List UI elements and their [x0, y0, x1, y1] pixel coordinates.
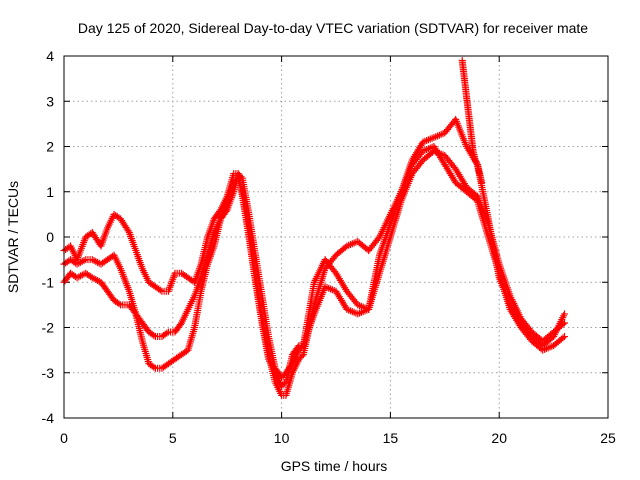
x-tick-label: 20 — [491, 430, 507, 446]
x-axis-label: GPS time / hours — [281, 458, 388, 474]
x-tick-label: 25 — [600, 430, 616, 446]
x-tick-label: 0 — [60, 430, 68, 446]
y-tick-label: -4 — [42, 410, 55, 426]
data-marks — [60, 57, 568, 399]
x-tick-labels: 0 5 10 15 20 25 — [60, 430, 616, 446]
plus-markers — [60, 143, 568, 399]
y-tick-label: 0 — [46, 229, 54, 245]
series-track-c — [60, 115, 568, 390]
y-tick-label: -1 — [42, 274, 55, 290]
series-track-a — [60, 143, 568, 399]
y-tick-label: 4 — [46, 48, 54, 64]
series-track-b — [60, 147, 568, 381]
y-tick-label: -2 — [42, 320, 55, 336]
plus-markers — [60, 147, 568, 381]
series-spike — [458, 57, 486, 187]
x-tick-label: 15 — [383, 430, 399, 446]
y-tick-label: 3 — [46, 93, 54, 109]
y-tick-labels: -4 -3 -2 -1 0 1 2 3 4 — [42, 48, 55, 426]
y-axis-label: SDTVAR / TECUs — [5, 181, 21, 293]
plot-frame — [63, 55, 609, 419]
grid-lines — [64, 56, 608, 418]
plus-markers — [60, 115, 568, 390]
x-tick-label: 5 — [169, 430, 177, 446]
plus-markers — [458, 57, 486, 187]
y-tick-label: 2 — [46, 139, 54, 155]
chart-title: Day 125 of 2020, Sidereal Day-to-day VTE… — [78, 20, 588, 36]
x-tick-label: 10 — [274, 430, 290, 446]
y-tick-label: 1 — [46, 184, 54, 200]
y-tick-label: -3 — [42, 365, 55, 381]
